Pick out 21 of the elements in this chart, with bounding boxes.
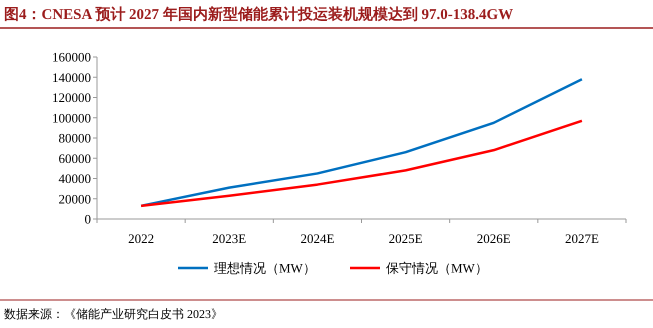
y-tick-label: 60000 [58, 150, 91, 166]
x-tick-label: 2022 [128, 231, 154, 246]
x-tick-label: 2025E [388, 231, 423, 246]
legend-label: 保守情况（MW） [386, 260, 488, 276]
x-tick-label: 2024E [300, 231, 334, 246]
chart-title: 图4：CNESA 预计 2027 年国内新型储能累计投运装机规模达到 97.0-138.4GW [4, 5, 514, 23]
y-tick-label: 80000 [58, 130, 91, 146]
y-tick-label: 0 [84, 212, 91, 226]
x-tick-label: 2023E [212, 231, 246, 246]
y-tick-label: 20000 [58, 191, 91, 206]
line-series [140, 120, 584, 208]
y-tick-label: 140000 [52, 70, 91, 85]
y-tick-label: 100000 [52, 110, 91, 126]
y-tick-label: 160000 [52, 50, 91, 64]
line-series [140, 78, 584, 208]
y-tick-label: 40000 [58, 171, 91, 186]
y-tick-label: 120000 [52, 90, 91, 105]
x-tick-label: 2027E [564, 231, 599, 246]
legend-label: 理想情况（MW） [214, 260, 316, 276]
x-tick-label: 2026E [476, 231, 511, 246]
source-note: 数据来源：《储能产业研究白皮书 2023》 [4, 307, 223, 321]
